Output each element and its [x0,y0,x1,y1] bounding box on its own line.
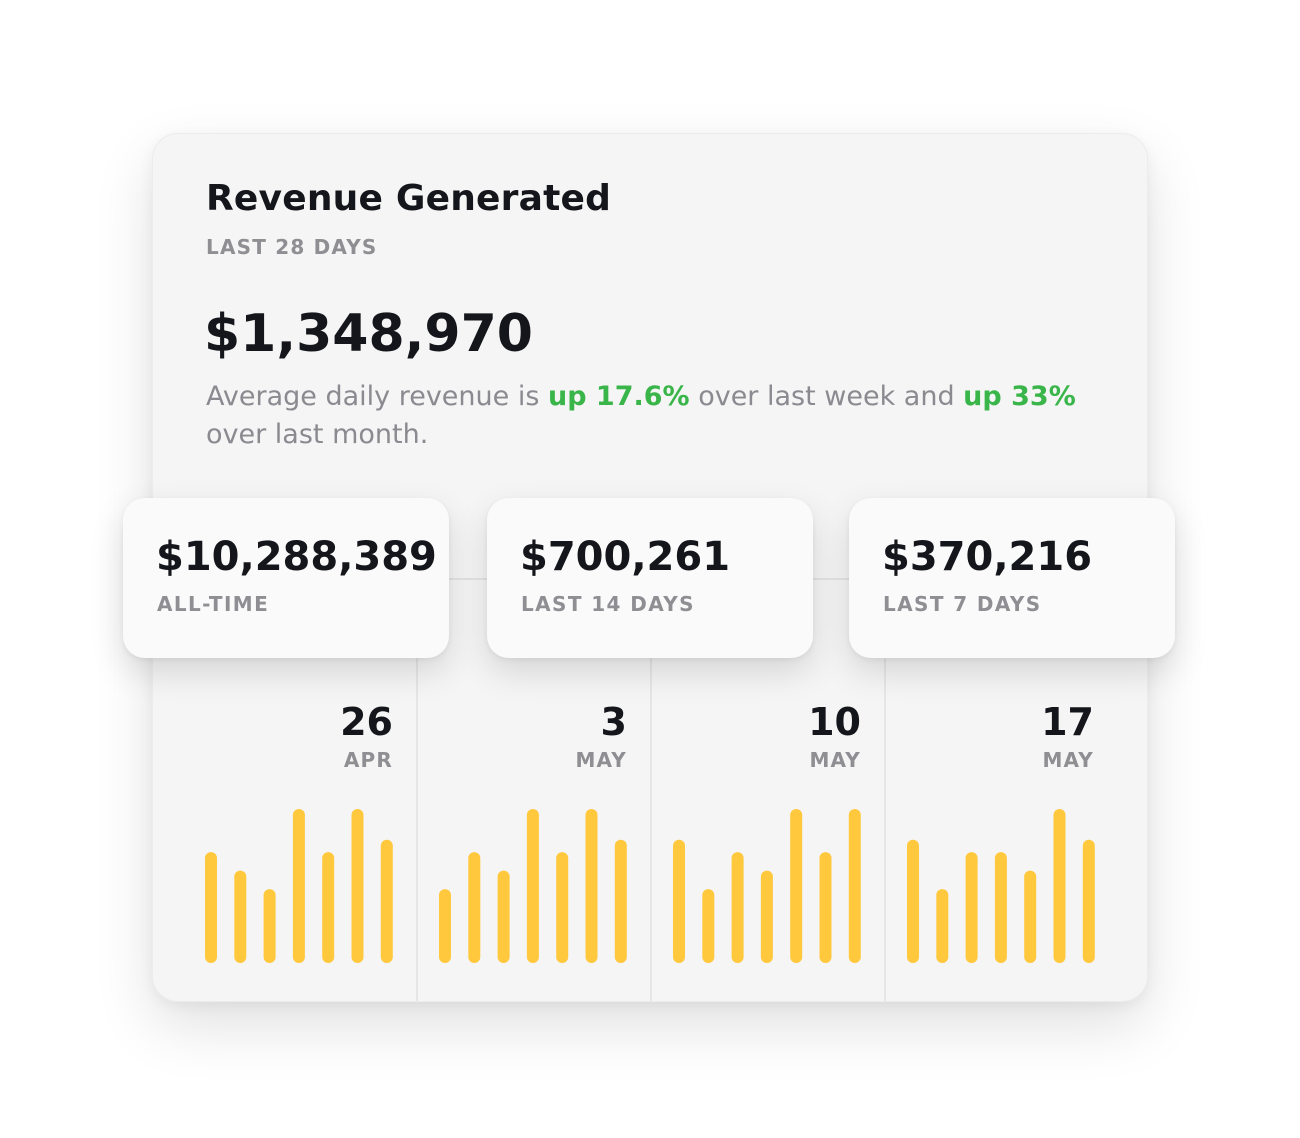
desc-middle: over last week and [689,381,964,412]
bar-10-may-3 [731,852,744,963]
stat-card-last-7-days: $370,216 LAST 7 DAYS [849,498,1175,658]
bar-26-apr-6 [351,809,364,963]
week-divider [650,578,652,1001]
stat-label: LAST 7 DAYS [883,592,1042,616]
bar-3-may-7 [614,839,627,963]
stat-card-last-14-days: $700,261 LAST 14 DAYS [487,498,813,658]
week-month-label: MAY [575,748,627,772]
bar-10-may-7 [848,809,861,963]
week-month-label: MAY [1042,748,1094,772]
monthly-change: up 33% [963,381,1076,412]
bar-17-may-6 [1053,809,1066,963]
bar-10-may-6 [819,852,832,963]
bar-10-may-2 [702,889,715,963]
bar-17-may-7 [1082,839,1095,963]
stat-value: $10,288,389 [156,534,437,580]
bar-26-apr-2 [234,870,247,963]
week-day-label: 10 [808,700,861,744]
week-day-label: 17 [1041,700,1094,744]
bar-10-may-1 [673,839,685,963]
bar-3-may-1 [439,889,451,963]
week-day-label: 3 [600,700,627,744]
bar-3-may-6 [585,809,598,963]
total-revenue-value: $1,348,970 [204,304,533,364]
bar-17-may-2 [936,889,949,963]
bar-26-apr-3 [263,889,276,963]
desc-suffix: over last month. [206,419,429,450]
stat-value: $700,261 [520,534,731,580]
bar-26-apr-7 [380,839,393,963]
stat-label: LAST 14 DAYS [521,592,695,616]
bar-26-apr-1 [205,852,217,963]
card-title: Revenue Generated [206,178,612,219]
week-day-label: 26 [340,700,393,744]
bar-17-may-1 [907,839,919,963]
bar-10-may-5 [790,809,803,963]
card-subtitle: LAST 28 DAYS [206,235,378,259]
bar-10-may-4 [760,870,773,963]
bar-17-may-5 [1024,870,1037,963]
week-month-label: MAY [809,748,861,772]
bar-17-may-4 [994,852,1007,963]
bar-3-may-5 [556,852,569,963]
stat-label: ALL-TIME [157,592,270,616]
desc-prefix: Average daily revenue is [206,381,548,412]
bar-17-may-3 [965,852,978,963]
week-month-label: APR [343,748,393,772]
stat-value: $370,216 [882,534,1093,580]
week-divider [416,578,418,1001]
bar-3-may-4 [526,809,539,963]
week-divider [884,578,886,1001]
revenue-bar-chart [205,809,1095,963]
stat-card-all-time: $10,288,389 ALL-TIME [123,498,449,658]
bar-3-may-3 [497,870,510,963]
weekly-change: up 17.6% [547,381,690,412]
bar-26-apr-4 [292,809,305,963]
revenue-description: Average daily revenue is up 17.6% over l… [206,378,1096,454]
bar-26-apr-5 [322,852,335,963]
bar-3-may-2 [468,852,481,963]
